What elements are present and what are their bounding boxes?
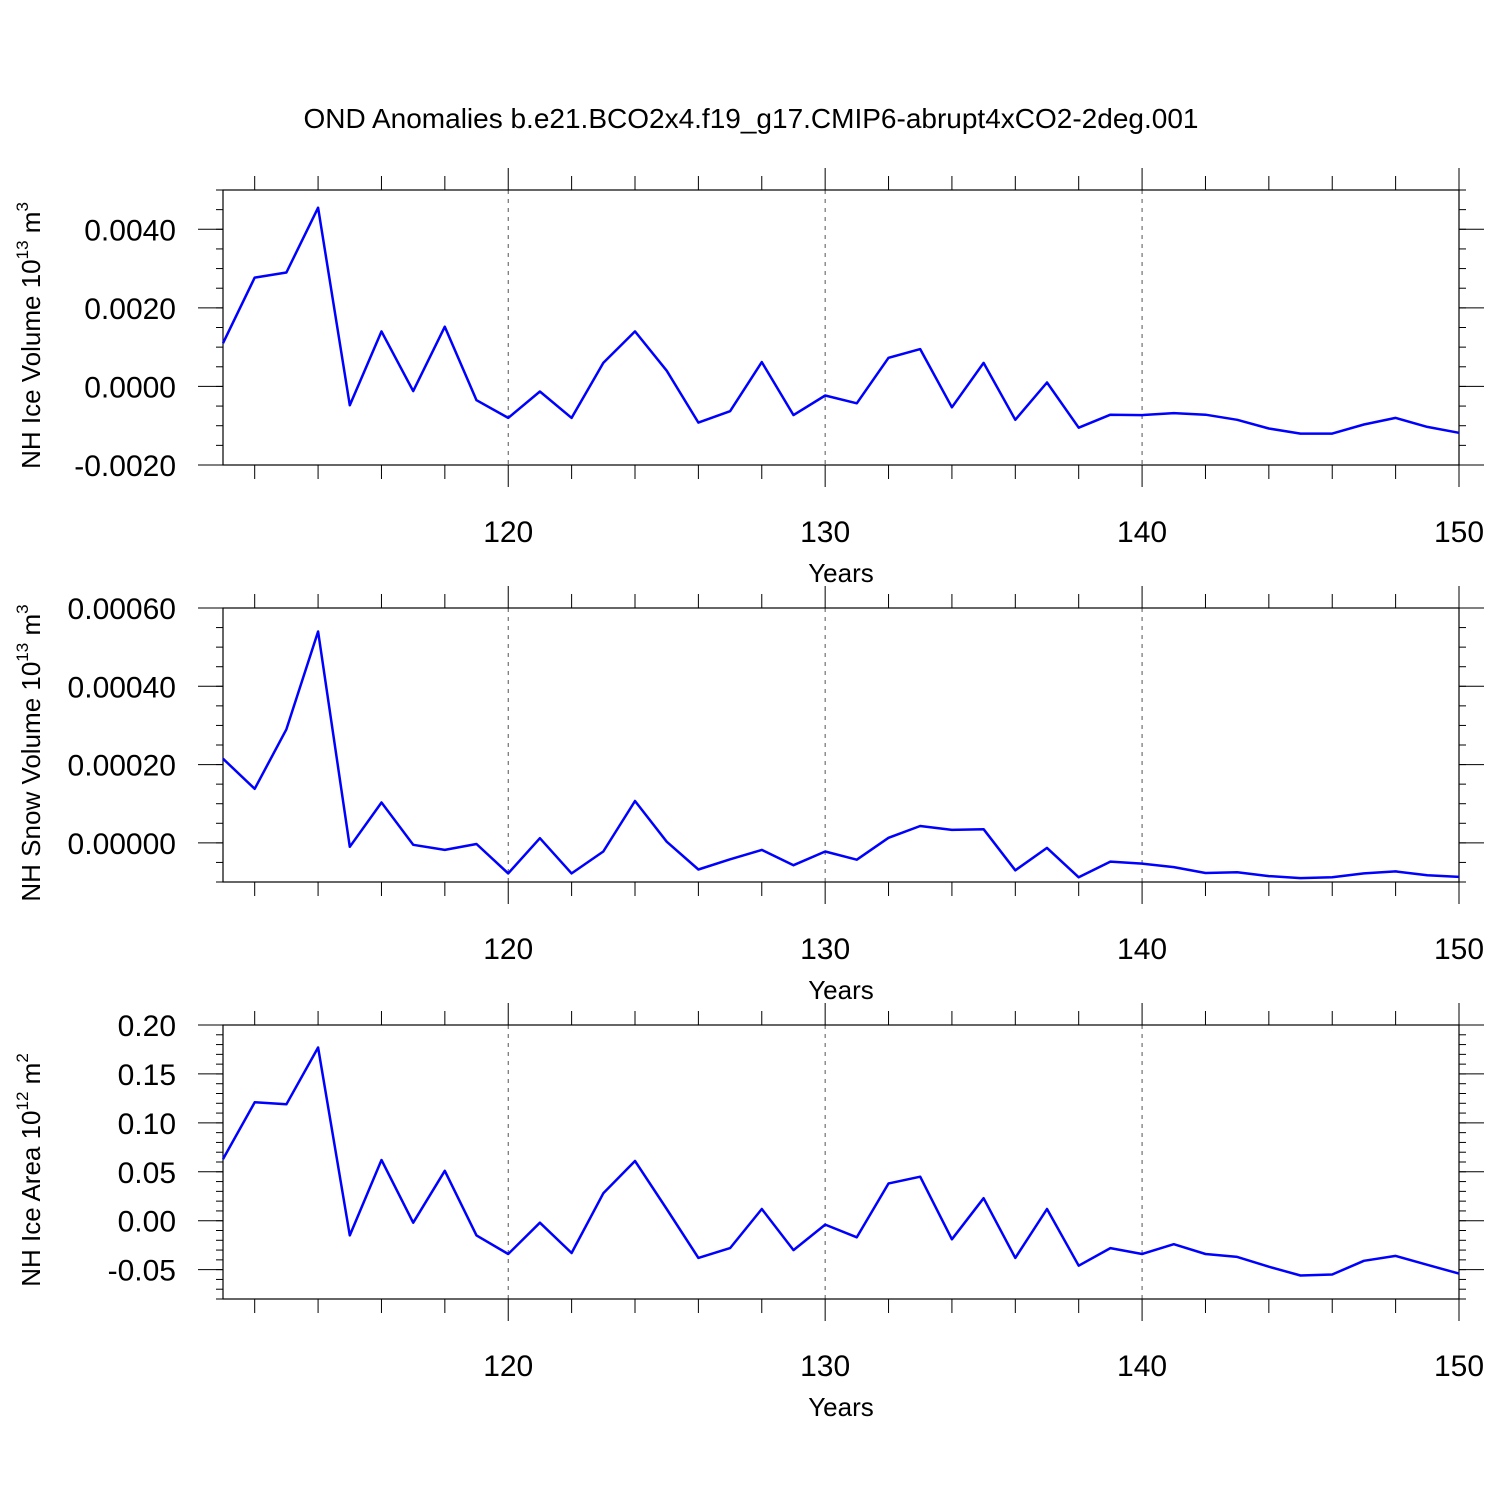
y-tick-label: -0.0020 [74, 450, 176, 483]
figure-title: OND Anomalies b.e21.BCO2x4.f19_g17.CMIP6… [304, 103, 1199, 134]
plot-frame [222, 607, 1460, 883]
x-tick-label: 120 [483, 1350, 533, 1383]
y-tick-label: 0.00020 [68, 750, 176, 783]
x-tick-label: 140 [1117, 1350, 1167, 1383]
y-axis-label: NH Snow Volume 1013 m3 [13, 604, 46, 901]
plot-frame [222, 189, 1460, 466]
y-tick-label: 0.0000 [84, 371, 176, 404]
x-tick-label: 150 [1434, 516, 1484, 549]
y-axis-label-part: NH Ice Area 10 [16, 1110, 46, 1286]
y-axis-label-part: m [16, 1063, 46, 1092]
plot-frame [222, 1024, 1460, 1300]
y-tick-label: 0.0020 [84, 293, 176, 326]
y-axis-label: NH Ice Volume 1013 m3 [13, 202, 46, 469]
y-axis-label-part: 3 [13, 202, 32, 211]
panel-3: 120 130 140 150 Years -0.05 0.00 0.05 0.10 0.15 0.… [13, 1003, 1484, 1422]
x-axis-label: Years [808, 975, 874, 1005]
panel-1: 120 130 140 150 Years -0.0020 0.0000 0.0020 0.00… [13, 168, 1484, 588]
series-line [221, 1046, 1460, 1277]
y-axis-label-part: 2 [13, 1053, 32, 1062]
y-axis-label-part: 3 [13, 604, 32, 613]
x-tick-label: 120 [483, 516, 533, 549]
y-tick-label: 0.00000 [68, 828, 176, 861]
x-tick-label: 120 [483, 933, 533, 966]
y-tick-label: 0.15 [118, 1059, 176, 1092]
series-line [221, 206, 1460, 435]
x-tick-label: 150 [1434, 933, 1484, 966]
y-axis-label-part: 13 [13, 240, 32, 259]
y-tick-label: 0.00060 [68, 593, 176, 626]
panels: 120 130 140 150 Years -0.0020 0.0000 0.0020 0.00… [13, 168, 1484, 1422]
y-tick-label: 0.00 [118, 1206, 176, 1239]
x-tick-label: 130 [800, 933, 850, 966]
y-axis-label-part: m [16, 614, 46, 643]
y-axis-label-part: 13 [13, 643, 32, 662]
y-axis-label-part: NH Ice Volume 10 [16, 259, 46, 469]
y-axis-label: NH Ice Area 1012 m2 [13, 1053, 46, 1287]
y-tick-label: -0.05 [108, 1255, 176, 1288]
y-tick-label: 0.10 [118, 1108, 176, 1141]
x-tick-label: 130 [800, 1350, 850, 1383]
x-tick-label: 140 [1117, 933, 1167, 966]
x-axis-label: Years [808, 558, 874, 588]
y-tick-label: 0.05 [118, 1157, 176, 1190]
x-tick-label: 150 [1434, 1350, 1484, 1383]
y-axis-label-part: 12 [13, 1092, 32, 1111]
x-tick-label: 130 [800, 516, 850, 549]
y-tick-label: 0.20 [118, 1010, 176, 1043]
panel-2: 120 130 140 150 Years 0.00000 0.00020 0.00040 0.… [13, 586, 1484, 1005]
y-axis-label-part: m [16, 212, 46, 241]
series-line [222, 630, 1460, 880]
y-tick-label: 0.0040 [84, 214, 176, 247]
x-axis-label: Years [808, 1392, 874, 1422]
x-tick-label: 140 [1117, 516, 1167, 549]
y-axis-label-part: NH Snow Volume 10 [16, 662, 46, 902]
y-tick-label: 0.00040 [68, 671, 176, 704]
